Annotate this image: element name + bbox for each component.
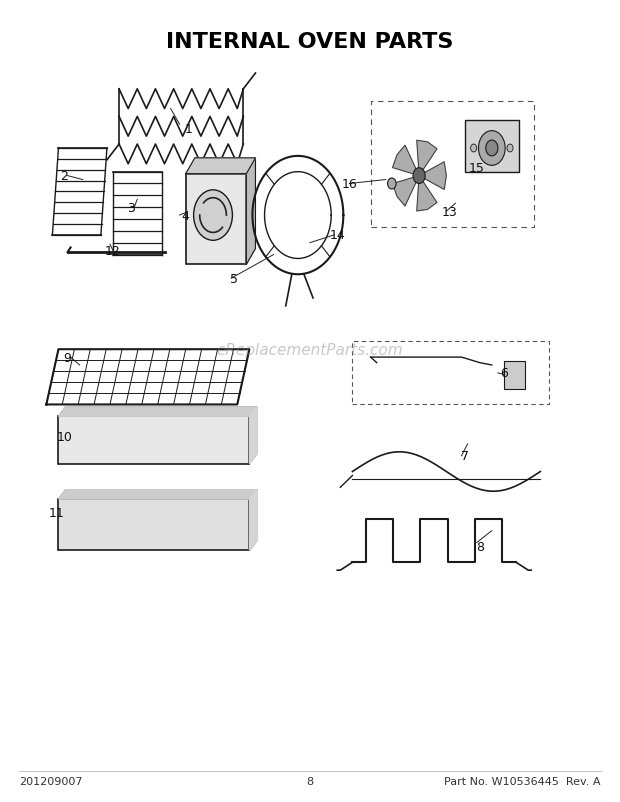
Text: Part No. W10536445  Rev. A: Part No. W10536445 Rev. A — [445, 776, 601, 786]
Text: 14: 14 — [329, 229, 345, 242]
Polygon shape — [392, 176, 419, 207]
Circle shape — [507, 145, 513, 152]
Text: 8: 8 — [306, 776, 314, 786]
Text: 5: 5 — [230, 273, 238, 286]
Text: 16: 16 — [342, 178, 357, 191]
Polygon shape — [249, 407, 257, 464]
Polygon shape — [249, 490, 257, 551]
Circle shape — [388, 179, 396, 190]
Text: 15: 15 — [469, 162, 485, 175]
Text: 12: 12 — [105, 245, 121, 257]
Polygon shape — [419, 163, 446, 190]
Polygon shape — [392, 146, 419, 176]
Bar — [464, 121, 519, 172]
Text: 4: 4 — [182, 209, 190, 222]
Text: 10: 10 — [56, 430, 73, 443]
Polygon shape — [246, 159, 255, 265]
Text: 3: 3 — [127, 201, 135, 214]
Circle shape — [486, 141, 498, 156]
Text: 201209007: 201209007 — [19, 776, 82, 786]
Polygon shape — [186, 159, 255, 174]
Circle shape — [413, 168, 425, 184]
Bar — [58, 500, 249, 551]
Text: 6: 6 — [500, 367, 508, 380]
Polygon shape — [58, 490, 257, 500]
Circle shape — [471, 145, 477, 152]
Polygon shape — [417, 141, 437, 176]
Text: 1: 1 — [185, 123, 193, 136]
Bar — [504, 362, 525, 389]
Polygon shape — [417, 176, 437, 212]
Polygon shape — [58, 407, 257, 417]
Circle shape — [479, 132, 505, 166]
Text: 8: 8 — [476, 541, 484, 553]
Text: 7: 7 — [461, 450, 469, 463]
Text: 9: 9 — [64, 351, 71, 364]
Bar — [186, 174, 246, 265]
Circle shape — [193, 191, 232, 241]
Text: 11: 11 — [49, 506, 64, 520]
Text: 13: 13 — [441, 205, 458, 218]
Text: INTERNAL OVEN PARTS: INTERNAL OVEN PARTS — [166, 32, 454, 52]
Bar — [58, 417, 249, 464]
Text: 2: 2 — [61, 170, 68, 183]
Text: eReplacementParts.com: eReplacementParts.com — [216, 342, 404, 357]
